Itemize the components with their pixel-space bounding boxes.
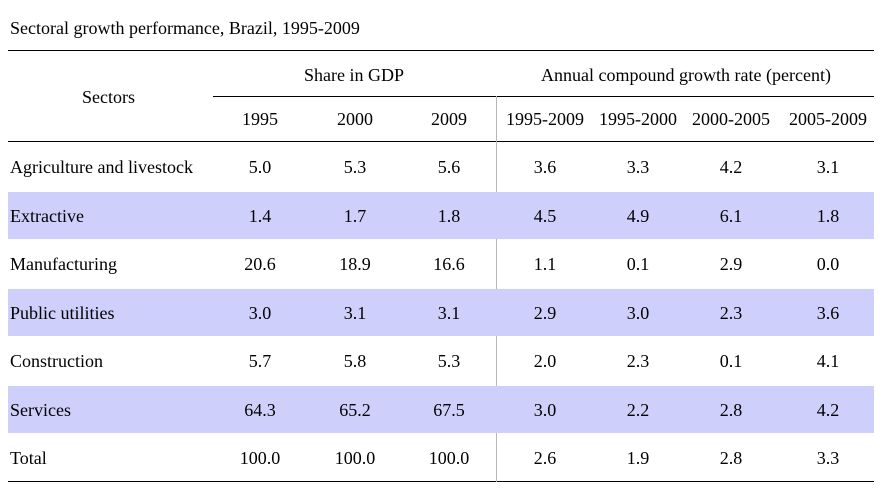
table-cell: 3.6 bbox=[816, 302, 840, 323]
table-cell: 2.2 bbox=[626, 399, 650, 420]
bottom-rule bbox=[8, 481, 874, 482]
table-cell: 2.8 bbox=[719, 448, 743, 468]
table-cell: 3.3 bbox=[816, 448, 840, 468]
column-header: 2005-2009 bbox=[789, 109, 867, 129]
column-header: 1995-2000 bbox=[599, 109, 677, 129]
table-cell: 100.0 bbox=[334, 448, 376, 468]
table-cell: 5.3 bbox=[343, 157, 367, 177]
row-band bbox=[8, 386, 874, 433]
table-cell: 3.0 bbox=[248, 302, 272, 323]
column-header: 2009 bbox=[431, 109, 467, 129]
table-cell: 4.9 bbox=[626, 205, 650, 226]
table-cell: 0.1 bbox=[719, 351, 743, 371]
sector-label: Manufacturing bbox=[10, 254, 117, 274]
table-cell: 67.5 bbox=[433, 399, 465, 420]
table-cell: 0.0 bbox=[816, 254, 840, 274]
table-cell: 3.6 bbox=[533, 157, 557, 177]
table-cell: 4.2 bbox=[816, 399, 840, 420]
table-cell: 18.9 bbox=[339, 254, 371, 274]
table-cell: 2.0 bbox=[533, 351, 557, 371]
growth-rate-header: Annual compound growth rate (percent) bbox=[541, 65, 831, 85]
table-cell: 4.5 bbox=[533, 205, 557, 226]
table-cell: 2.9 bbox=[719, 254, 743, 274]
row-band bbox=[8, 289, 874, 336]
table-title: Sectoral growth performance, Brazil, 199… bbox=[10, 18, 360, 38]
table-cell: 5.6 bbox=[437, 157, 461, 177]
table-cell: 5.8 bbox=[343, 351, 367, 371]
column-header: 2000 bbox=[337, 109, 373, 129]
row-band bbox=[8, 192, 874, 239]
table-cell: 5.3 bbox=[437, 351, 461, 371]
sector-label: Extractive bbox=[10, 205, 84, 226]
share-in-gdp-header: Share in GDP bbox=[304, 65, 404, 85]
table-cell: 3.0 bbox=[626, 302, 650, 323]
table-cell: 3.1 bbox=[343, 302, 367, 323]
table-cell: 6.1 bbox=[719, 205, 743, 226]
table-cell: 2.9 bbox=[533, 302, 557, 323]
table-cell: 3.0 bbox=[533, 399, 557, 420]
top-rule bbox=[8, 50, 874, 51]
table-cell: 2.8 bbox=[719, 399, 743, 420]
column-header: 1995-2009 bbox=[506, 109, 584, 129]
sector-label: Agriculture and livestock bbox=[10, 157, 193, 177]
table-cell: 16.6 bbox=[433, 254, 465, 274]
table-cell: 1.1 bbox=[533, 254, 557, 274]
table-cell: 1.9 bbox=[626, 448, 650, 468]
table-cell: 65.2 bbox=[339, 399, 371, 420]
table-cell: 100.0 bbox=[239, 448, 281, 468]
table-cell: 4.1 bbox=[816, 351, 840, 371]
table-cell: 5.0 bbox=[248, 157, 272, 177]
table-cell: 3.1 bbox=[437, 302, 461, 323]
table-cell: 3.3 bbox=[626, 157, 650, 177]
table-cell: 1.8 bbox=[816, 205, 840, 226]
column-header: 2000-2005 bbox=[692, 109, 770, 129]
table-cell: 2.3 bbox=[626, 351, 650, 371]
table-cell: 4.2 bbox=[719, 157, 743, 177]
sectors-header: Sectors bbox=[82, 87, 135, 107]
column-header: 1995 bbox=[242, 109, 278, 129]
table-cell: 20.6 bbox=[244, 254, 276, 274]
header-bottom-rule bbox=[8, 141, 874, 142]
table-cell: 64.3 bbox=[244, 399, 276, 420]
sector-label: Construction bbox=[10, 351, 103, 371]
table-cell: 2.6 bbox=[533, 448, 557, 468]
table-cell: 100.0 bbox=[428, 448, 470, 468]
table-cell: 5.7 bbox=[248, 351, 272, 371]
table-cell: 1.8 bbox=[437, 205, 461, 226]
table-cell: 1.4 bbox=[248, 205, 272, 226]
table-cell: 0.1 bbox=[626, 254, 650, 274]
sector-label: Public utilities bbox=[10, 302, 115, 323]
table-cell: 3.1 bbox=[816, 157, 840, 177]
table-cell: 1.7 bbox=[343, 205, 367, 226]
header-group-rule bbox=[213, 96, 874, 97]
sector-label: Total bbox=[10, 448, 47, 468]
table-cell: 2.3 bbox=[719, 302, 743, 323]
sector-label: Services bbox=[10, 399, 71, 420]
